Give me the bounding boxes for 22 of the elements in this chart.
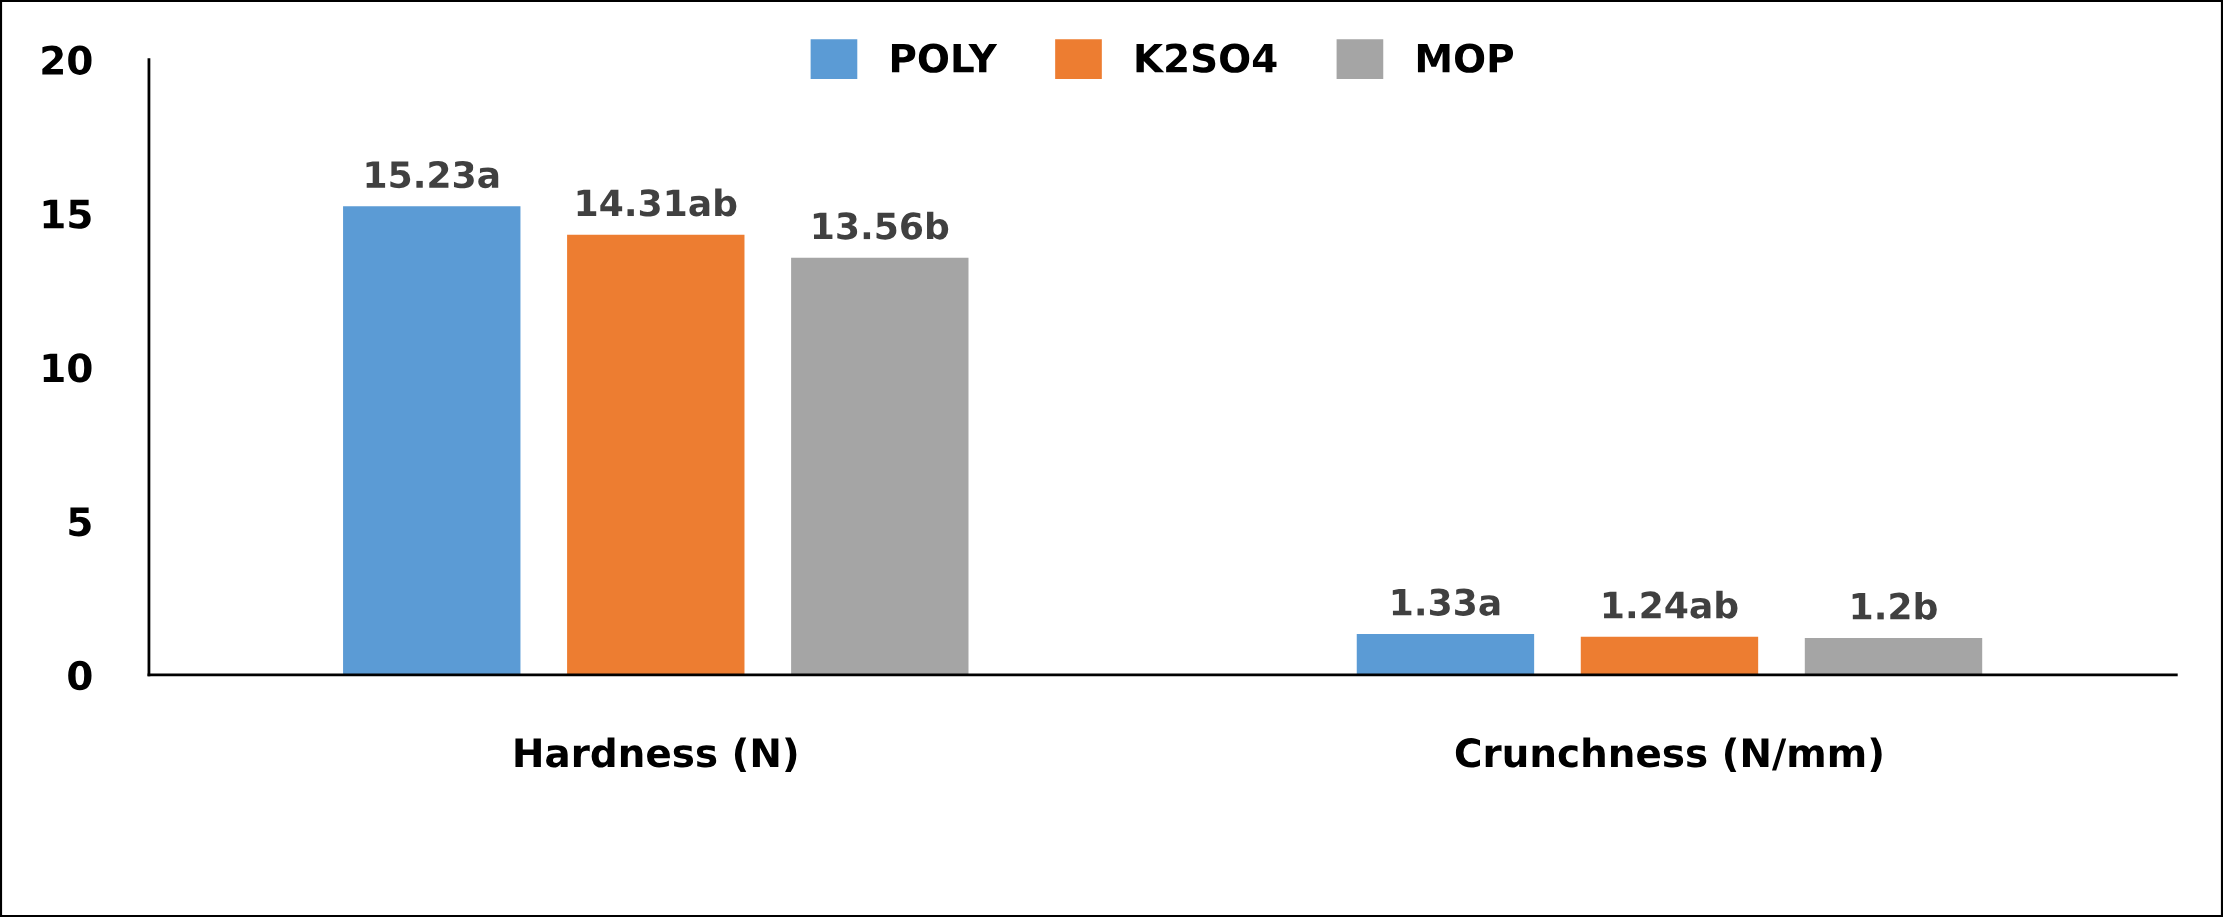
x-tick-label: Crunchness (N/mm) bbox=[1455, 737, 1882, 773]
bar bbox=[1580, 636, 1759, 675]
data-label: 15.23a bbox=[366, 160, 499, 189]
data-label: 14.31ab bbox=[577, 188, 737, 217]
legend-label: POLY bbox=[891, 43, 998, 73]
data-label: 1.24ab bbox=[1603, 590, 1738, 619]
bar bbox=[567, 234, 745, 675]
y-tick-label: 5 bbox=[69, 507, 91, 537]
bar bbox=[1804, 637, 1983, 675]
y-tick-label: 20 bbox=[42, 45, 92, 75]
legend-label: MOP bbox=[1417, 43, 1514, 73]
bar bbox=[343, 206, 521, 675]
y-tick-label: 15 bbox=[43, 199, 91, 229]
bar bbox=[791, 257, 969, 675]
bar bbox=[1356, 633, 1535, 675]
data-label: 13.56b bbox=[813, 211, 949, 240]
y-tick-label: 0 bbox=[68, 660, 92, 691]
legend-label: K2SO4 bbox=[1136, 43, 1277, 73]
x-tick-label: Hardness (N) bbox=[515, 737, 797, 773]
data-label: 1.2b bbox=[1852, 591, 1937, 620]
data-label: 1.33a bbox=[1392, 588, 1500, 616]
y-tick-label: 10 bbox=[43, 353, 92, 383]
